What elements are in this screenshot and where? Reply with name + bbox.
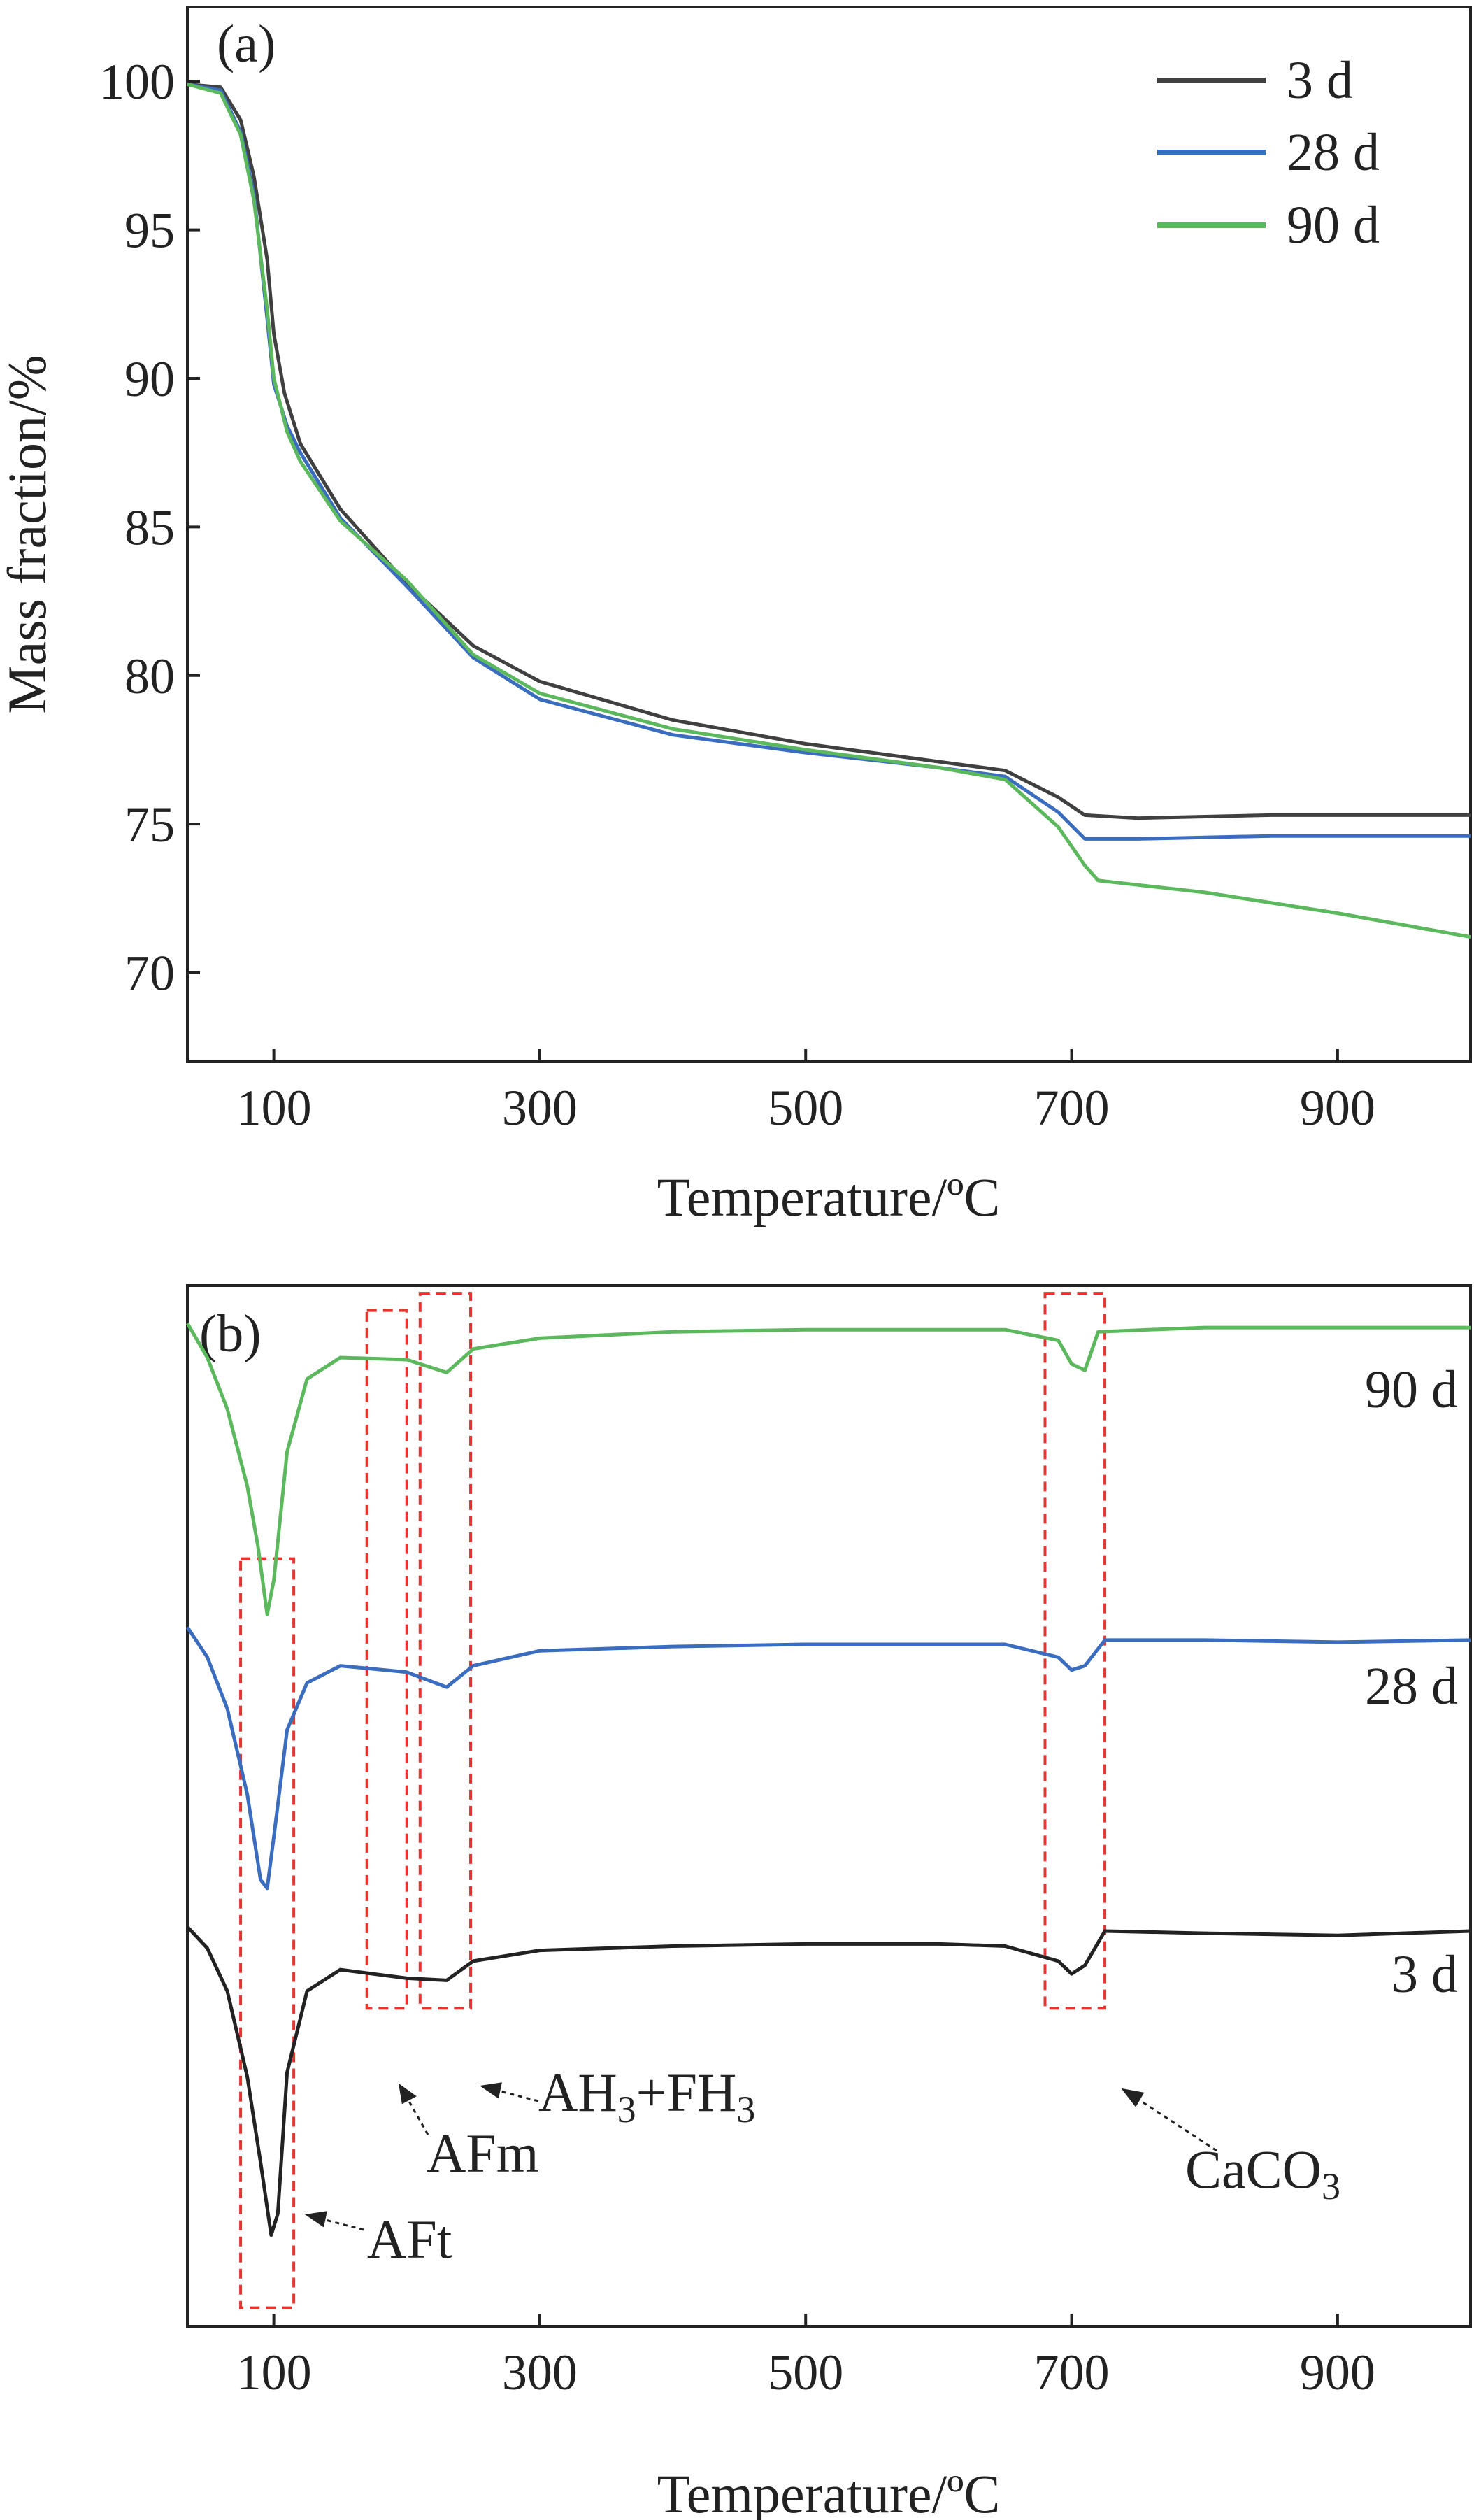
x-tick-label: 100 (236, 2344, 312, 2400)
series-line-90d (187, 82, 1471, 939)
arrow-ah3-head (480, 2082, 502, 2099)
annotation-arrows (305, 2082, 1217, 2231)
x-tick-label: 300 (502, 1080, 578, 1136)
y-tick-label: 70 (124, 946, 175, 1002)
panel-b-series-lines (185, 1322, 1471, 2237)
panel-b-plot-frame (186, 1284, 1472, 2328)
x-tick-label: 700 (1034, 1080, 1110, 1136)
y-tick-label: 95 (124, 203, 175, 259)
dtg-line-90d (185, 1322, 1471, 1616)
panel-a-mass-fraction-chart: (a) 70 75 80 85 90 95 100 100 300 500 700 900 3 d … (0, 6, 1472, 1227)
y-tick-label: 85 (124, 499, 175, 555)
x-tick-label: 300 (502, 2344, 578, 2400)
annotation-ah3-fh3: AH3+FH3 (538, 2062, 755, 2130)
y-tick-label: 100 (99, 54, 175, 110)
x-tick-label: 100 (236, 1080, 312, 1136)
panel-a-series-lines (187, 82, 1471, 939)
arrow-afm-head (398, 2083, 417, 2105)
legend-label-28d: 28 d (1287, 123, 1380, 182)
panel-b-x-axis: 100 300 500 700 900 (236, 2314, 1375, 2400)
x-tick-label: 900 (1300, 1080, 1375, 1136)
series-line-28d (187, 82, 1471, 841)
x-tick-label: 700 (1034, 2344, 1110, 2400)
legend-label-3d: 3 d (1287, 51, 1353, 110)
series-line-3d (187, 82, 1471, 820)
arrow-caco3 (1131, 2093, 1217, 2152)
panel-a-x-axis: 100 300 500 700 900 (236, 1049, 1375, 1136)
series-label-28d: 28 d (1365, 1657, 1458, 1716)
x-tick-label: 900 (1300, 2344, 1375, 2400)
y-tick-label: 90 (124, 351, 175, 407)
series-label-3d: 3 d (1391, 1945, 1458, 2004)
arrow-caco3-head (1121, 2088, 1145, 2107)
peak-box (418, 1292, 473, 2010)
y-tick-label: 80 (124, 648, 175, 704)
dtg-line-3d (186, 1925, 1471, 2237)
panel-b-dtg-chart: (b) 100 300 500 700 900 90 d 28 d 3 d AFt AF… (185, 1284, 1472, 2520)
panel-b-x-axis-label: Temperature/ºC (657, 2463, 1001, 2520)
arrow-aft-head (305, 2211, 327, 2228)
annotation-afm: AFm (427, 2123, 538, 2184)
panel-a-legend: 3 d 28 d 90 d (1157, 51, 1380, 255)
annotation-aft: AFt (367, 2209, 452, 2270)
dtg-line-28d (185, 1626, 1471, 1891)
series-label-90d: 90 d (1365, 1360, 1458, 1419)
panel-a-label: (a) (217, 15, 276, 73)
y-tick-label: 75 (124, 797, 175, 853)
panel-a-y-axis-label: Mass fraction/% (0, 355, 57, 713)
panel-a-plot-frame (186, 6, 1472, 1063)
legend-label-90d: 90 d (1287, 196, 1380, 255)
x-tick-label: 500 (768, 1080, 843, 1136)
x-tick-label: 500 (768, 2344, 843, 2400)
peak-box (239, 1557, 296, 2309)
peak-box (365, 1309, 408, 2010)
panel-a-x-axis-label: Temperature/ºC (657, 1167, 1001, 1227)
panel-b-peak-boxes (239, 1292, 1107, 2309)
panel-a-y-axis: 70 75 80 85 90 95 100 (99, 54, 200, 1002)
annotation-caco3: CaCO3 (1185, 2139, 1340, 2207)
panel-b-label: (b) (199, 1304, 262, 1363)
peak-box (1043, 1292, 1107, 2010)
